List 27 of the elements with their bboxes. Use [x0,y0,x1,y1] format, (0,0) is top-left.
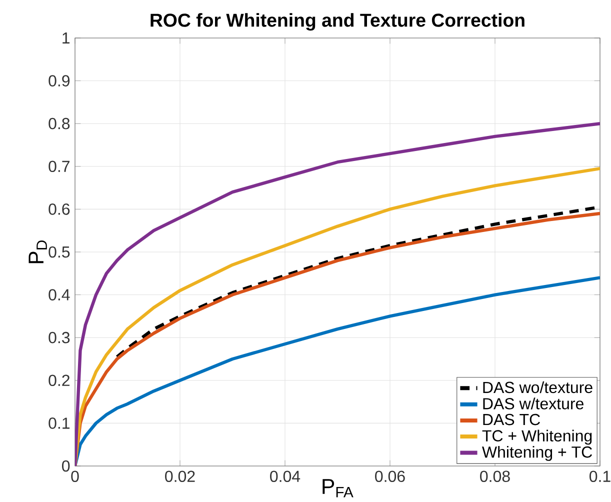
x-tick-label: 0.08 [480,470,510,482]
legend-label: DAS TC [483,414,540,426]
legend-label: Whitening + TC [482,446,592,461]
chart-title: ROC for Whitening and Texture Correction [150,13,524,31]
x-tick-label: 0.04 [270,470,300,482]
y-tick-label: 0.4 [48,289,70,300]
y-tick-label: 0.7 [48,160,70,172]
y-axis-title: P$_{D}$ [28,240,47,264]
y-tick-label: 0.1 [48,418,70,429]
legend-label: DAS wo/texture [483,381,592,394]
y-tick-label: 0.8 [48,118,70,130]
line-series [75,276,600,466]
x-tick-label: 0.06 [375,470,405,482]
legend-label: DAS w/texture [483,398,584,410]
x-tick-label: 0.1 [590,470,610,482]
x-tick-label: 0.02 [165,470,195,482]
x-axis-title: P$_{FA}$ [322,479,354,498]
y-tick-label: 0.9 [48,75,70,86]
y-tick-label: 0.2 [48,374,70,386]
y-tick-label: 1 [62,32,70,44]
legend-label: TC + Whitening [482,430,592,445]
y-tick-label: 0.5 [48,246,70,258]
y-tick-label: 0.3 [48,332,70,344]
line-series [75,212,600,466]
x-tick-label: 0 [71,470,79,482]
y-tick-label: 0.6 [48,204,70,215]
y-tick-label: 0 [62,460,70,472]
